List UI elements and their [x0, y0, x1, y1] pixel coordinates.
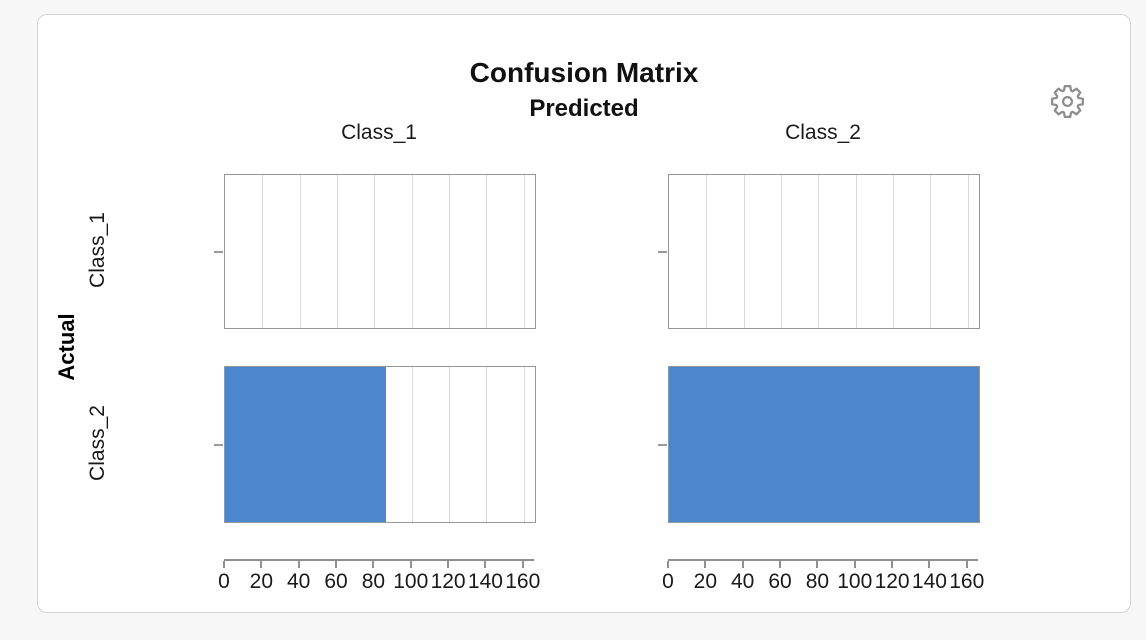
gridline [781, 175, 783, 328]
x-axis-tick-label: 20 [693, 570, 718, 593]
gridline [411, 367, 413, 522]
x-axis-tick [447, 561, 450, 568]
gridline [262, 175, 264, 328]
gridline [449, 175, 451, 328]
bar-actual-Class_2-predicted-Class_2 [669, 367, 979, 522]
x-axis-tick [409, 561, 412, 568]
x-axis-tick-label: 80 [805, 570, 830, 593]
x-axis-tick-label: 60 [324, 570, 348, 593]
bar-actual-Class_2-predicted-Class_1 [225, 367, 386, 522]
x-axis-tick-label: 160 [505, 570, 541, 593]
x-axis-tick-label: 80 [361, 570, 386, 593]
x-axis-tick [335, 561, 338, 568]
gridline [818, 175, 820, 328]
gridline [486, 175, 488, 328]
x-axis-tick-label: 20 [249, 570, 274, 593]
gridline [743, 175, 745, 328]
panel-actual-class-1-predicted-class-1 [214, 174, 536, 329]
x-axis-tick [779, 561, 782, 568]
column-label-class-1: Class_1 [341, 121, 417, 144]
x-axis-tick-label: 120 [874, 570, 910, 593]
x-axis-tick [297, 561, 300, 568]
x-axis-tick-label: 100 [393, 570, 429, 593]
x-axis-tick [704, 561, 707, 568]
x-axis-tick-label: 0 [218, 570, 230, 593]
gridline [523, 175, 525, 328]
x-axis-tick [853, 561, 856, 568]
gridline [374, 175, 376, 328]
x-axis-tick-label: 40 [287, 570, 311, 593]
gridline [299, 175, 301, 328]
x-axis-tick-label: 100 [837, 570, 873, 593]
x-axis-tick-label: 60 [768, 570, 792, 593]
gridline [706, 175, 708, 328]
gridline [930, 175, 932, 328]
panel-actual-class-2-predicted-class-2 [658, 366, 980, 523]
gridline [486, 367, 488, 522]
x-axis-tick-label: 160 [949, 570, 985, 593]
x-axis-tick-label: 140 [911, 570, 947, 593]
x-axis-left: 0 20 40 60 80 100 120 140 160 [218, 559, 540, 595]
x-axis-tick [741, 561, 744, 568]
x-axis-tick [928, 561, 931, 568]
x-axis-tick [891, 561, 894, 568]
x-axis-tick-label: 40 [731, 570, 755, 593]
column-label-class-2: Class_2 [785, 121, 861, 144]
gridline [967, 175, 969, 328]
x-axis-tick [223, 561, 225, 568]
x-axis-tick-label: 140 [467, 570, 503, 593]
row-label-class-2: Class_2 [86, 405, 109, 481]
gridline [449, 367, 451, 522]
x-axis-tick [667, 561, 669, 568]
row-label-class-1: Class_1 [86, 212, 109, 288]
x-axis-right: 0 20 40 60 80 100 120 140 160 [662, 559, 984, 595]
panel-actual-class-1-predicted-class-2 [658, 174, 980, 329]
x-axis-tick [816, 561, 819, 568]
x-axis-tick [260, 561, 263, 568]
x-axis-tick [372, 561, 375, 568]
x-axis-tick [521, 561, 524, 568]
gridline [855, 175, 857, 328]
x-axis-tick [965, 561, 968, 568]
x-axis-tick-label: 0 [662, 570, 674, 593]
gridline [893, 175, 895, 328]
gridline [337, 175, 339, 328]
chart-title: Confusion Matrix [469, 57, 699, 88]
gridline [411, 175, 413, 328]
x-axis-tick-label: 120 [430, 570, 466, 593]
gridline [523, 367, 525, 522]
predicted-axis-title: Predicted [529, 95, 639, 122]
gear-icon[interactable] [1049, 83, 1086, 120]
actual-axis-title: Actual [54, 313, 79, 381]
panel-actual-class-2-predicted-class-1 [214, 366, 536, 523]
x-axis-tick [484, 561, 487, 568]
confusion-matrix-card: Confusion Matrix Predicted Class_1 Class… [37, 14, 1131, 613]
